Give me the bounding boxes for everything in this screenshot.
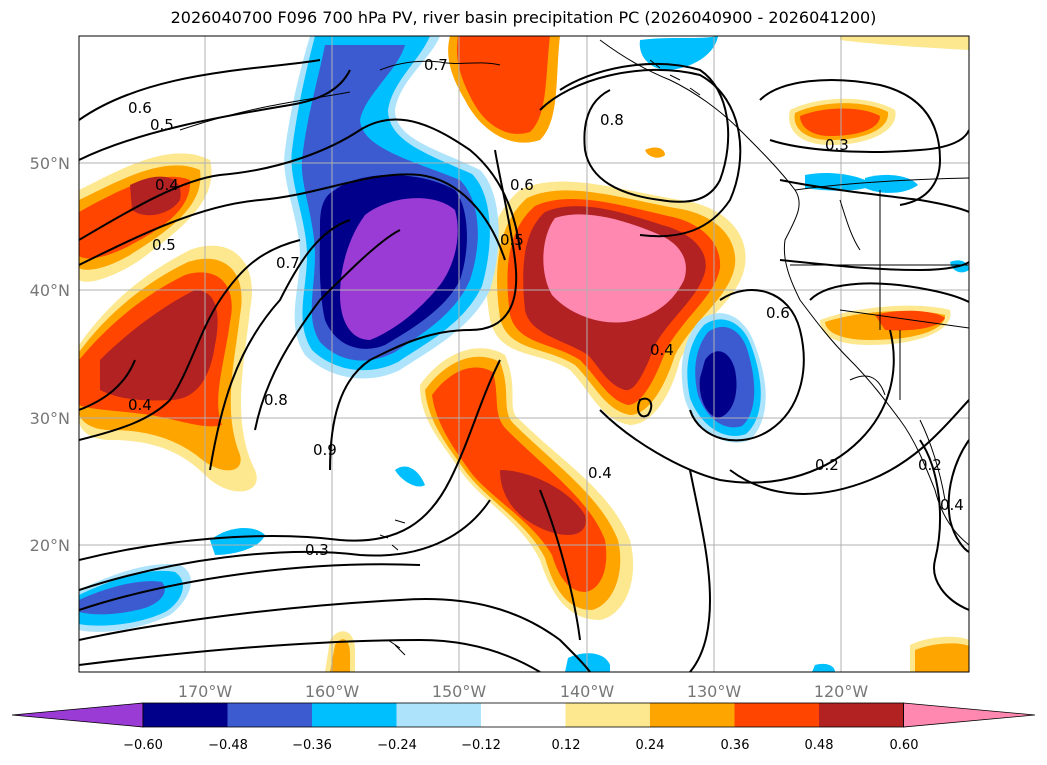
contour-label: 0.9 (313, 441, 337, 459)
contour-label: 0.6 (128, 99, 152, 117)
contour-labels: 0.6 0.5 0.4 0.5 0.7 0.8 0.4 0.9 0.3 0.6 … (128, 56, 964, 559)
colorbar-tick-label: −0.48 (208, 738, 248, 753)
colorbar-bin (227, 703, 313, 727)
negative-anomaly-east (681, 313, 766, 443)
colorbar-tick-label: 0.36 (721, 738, 750, 753)
contour-label: 0.4 (588, 464, 612, 482)
lon-tick-label: 170°W (178, 682, 233, 701)
lat-tick-label: 50°N (30, 154, 70, 173)
colorbar-tick-label: −0.12 (461, 738, 501, 753)
colorbar-bin (143, 703, 228, 727)
positive-anomaly-southwest (79, 245, 257, 492)
colorbar-tick-label: −0.60 (123, 738, 163, 753)
colorbar-bin (565, 703, 651, 727)
colorbar-extend-low (11, 702, 144, 728)
lon-tick-label: 120°W (814, 682, 869, 701)
colorbar (11, 702, 1036, 728)
contour-label: 0.6 (510, 176, 534, 194)
positive-anomaly-small (325, 147, 969, 672)
colorbar-bin (481, 703, 566, 727)
plot-frame (78, 35, 970, 673)
colorbar-tick-labels: −0.60 −0.48 −0.36 −0.24 −0.12 0.12 0.24 … (123, 738, 918, 753)
contour-label: 0.4 (155, 176, 179, 194)
lat-tick-labels: 50°N 40°N 30°N 20°N (30, 154, 70, 555)
positive-anomaly-east (486, 181, 746, 425)
lon-tick-label: 140°W (560, 682, 615, 701)
shaded-field (79, 36, 969, 672)
contour-label: 0.6 (766, 304, 790, 322)
contour-label: 0.3 (825, 136, 849, 154)
colorbar-tick-label: 0.60 (890, 738, 919, 753)
contour-label: 0.4 (940, 496, 964, 514)
colorbar-tick-label: −0.36 (292, 738, 332, 753)
contour-label: 0.7 (276, 254, 300, 272)
contour-label: 0.4 (650, 341, 674, 359)
contour-label: 0.4 (128, 396, 152, 414)
contour-label: 0.2 (815, 456, 839, 474)
lon-tick-label: 160°W (305, 682, 360, 701)
colorbar-extend-high (903, 702, 1036, 728)
lon-tick-labels: 170°W 160°W 150°W 140°W 130°W 120°W (178, 682, 869, 701)
colorbar-frame (142, 702, 904, 728)
contour-label: 0.8 (264, 391, 288, 409)
coastlines (179, 39, 969, 656)
colorbar-bin (734, 703, 820, 727)
colorbar-bin (396, 703, 482, 727)
contour-label: 0.5 (152, 236, 176, 254)
lat-tick-label: 30°N (30, 409, 70, 428)
colorbar-tick-label: 0.48 (805, 738, 834, 753)
contour-label: 0.7 (424, 56, 448, 74)
colorbar-bin (650, 703, 735, 727)
contour-label: 0.5 (150, 116, 174, 134)
lon-tick-label: 150°W (432, 682, 487, 701)
positive-anomaly-coast (820, 305, 951, 345)
positive-anomaly-northeast (789, 36, 969, 145)
contour-label: 0.8 (600, 111, 624, 129)
colorbar-bin (819, 703, 904, 727)
positive-anomaly-central (420, 348, 634, 620)
contour-label: 0.2 (918, 456, 942, 474)
colorbar-tick-label: 0.12 (552, 738, 581, 753)
chart-title: 2026040700 F096 700 hPa PV, river basin … (170, 8, 877, 27)
colorbar-tick-label: −0.24 (377, 738, 417, 753)
negative-anomaly-main (284, 36, 499, 379)
colorbar-bin (312, 703, 397, 727)
lon-tick-label: 130°W (687, 682, 742, 701)
contour-label: 0.5 (500, 231, 524, 249)
contour-label: 0.3 (305, 541, 329, 559)
pv-contours (79, 59, 969, 672)
lat-tick-label: 20°N (30, 536, 70, 555)
colorbar-tick-label: 0.24 (636, 738, 665, 753)
lat-tick-label: 40°N (30, 281, 70, 300)
